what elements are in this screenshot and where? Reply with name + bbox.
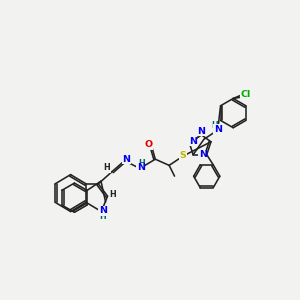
Text: N: N: [189, 136, 197, 146]
Text: N: N: [199, 150, 207, 159]
Text: H: H: [138, 158, 145, 167]
Text: S: S: [180, 151, 186, 160]
Text: O: O: [144, 140, 152, 149]
Text: N: N: [214, 125, 222, 134]
Text: N: N: [99, 206, 107, 215]
Text: H: H: [100, 212, 106, 221]
Text: Cl: Cl: [240, 90, 250, 99]
Text: N: N: [137, 163, 145, 172]
Text: H: H: [110, 190, 116, 199]
Text: N: N: [122, 155, 130, 164]
Text: H: H: [211, 121, 218, 130]
Text: H: H: [103, 163, 110, 172]
Text: N: N: [197, 127, 205, 136]
